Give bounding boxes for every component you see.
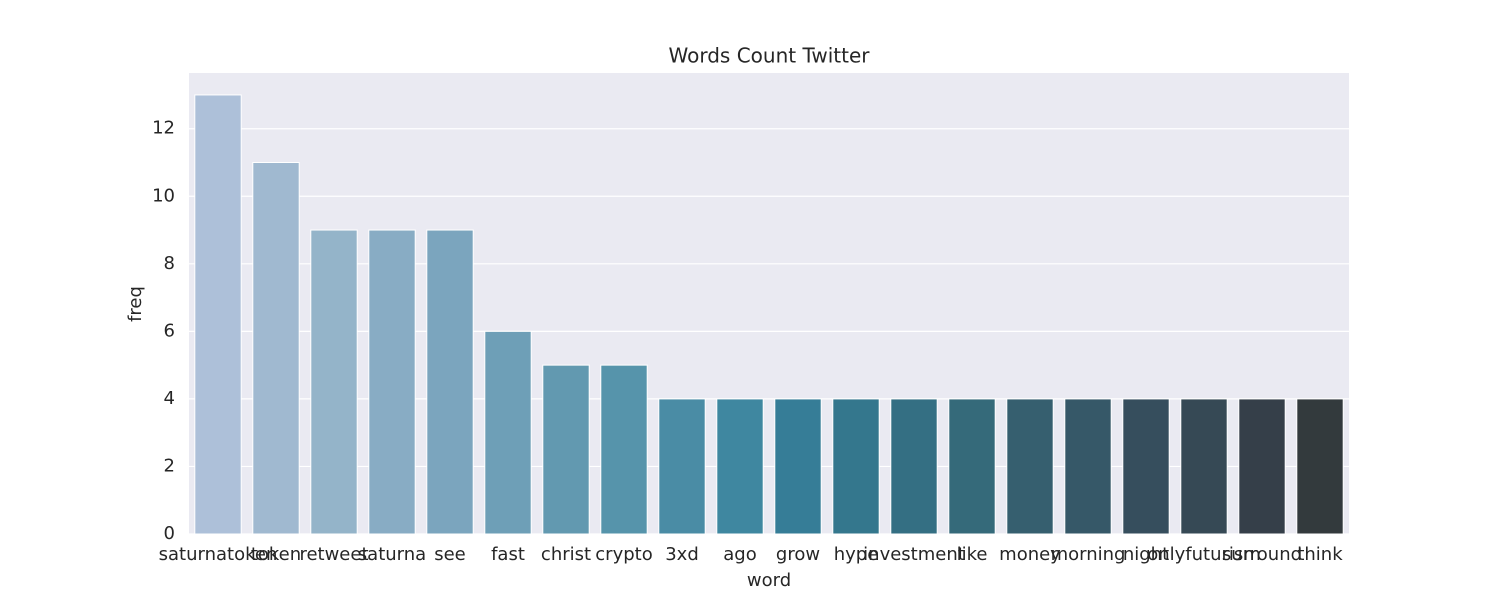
bar [310, 229, 358, 535]
x-tick-label: like [957, 544, 988, 565]
bar [658, 398, 706, 535]
x-tick-label: see [434, 544, 466, 565]
x-tick-label: morning [1051, 544, 1126, 565]
bar [194, 94, 242, 535]
y-tick-label: 12 [152, 118, 175, 139]
x-tick-label: money [999, 544, 1061, 565]
bar [774, 398, 822, 535]
chart-title: Words Count Twitter [669, 44, 871, 68]
bar [1006, 398, 1054, 535]
bar [542, 364, 590, 535]
x-tick-label: onlyfuturism [1147, 544, 1261, 565]
x-tick-label: retweet [299, 544, 368, 565]
bar [484, 330, 532, 535]
bar [1238, 398, 1286, 535]
y-tick-label: 2 [164, 455, 175, 476]
x-tick-label: grow [776, 544, 820, 565]
x-tick-label: think [1297, 544, 1343, 565]
y-tick-label: 0 [164, 523, 175, 544]
bar [1122, 398, 1170, 535]
y-tick-label: 10 [152, 185, 175, 206]
bar [890, 398, 938, 535]
x-tick-label: 3xd [665, 544, 699, 565]
y-tick-label: 4 [164, 388, 175, 409]
y-tick-label: 6 [164, 320, 175, 341]
bar [252, 161, 300, 535]
y-tick-label: 8 [164, 253, 175, 274]
bar [600, 364, 648, 535]
x-tick-label: hype [834, 544, 879, 565]
bar [1296, 398, 1344, 535]
y-axis-label: freq [125, 286, 146, 322]
bar [368, 229, 416, 535]
bar [1180, 398, 1228, 535]
x-tick-label: investment [863, 544, 965, 565]
x-tick-label: token [251, 544, 301, 565]
x-tick-label: saturnatoken [159, 544, 278, 565]
bar [832, 398, 880, 535]
plot-area [189, 73, 1349, 534]
bar [426, 229, 474, 535]
x-tick-label: crypto [595, 544, 652, 565]
x-tick-label: fast [491, 544, 525, 565]
x-tick-label: surround [1222, 544, 1302, 565]
bar [948, 398, 996, 535]
x-tick-label: saturna [358, 544, 426, 565]
bar [716, 398, 764, 535]
x-tick-label: christ [541, 544, 591, 565]
x-tick-label: night [1123, 544, 1169, 565]
bar [1064, 398, 1112, 535]
x-axis-label: word [747, 570, 791, 591]
x-tick-label: ago [723, 544, 756, 565]
